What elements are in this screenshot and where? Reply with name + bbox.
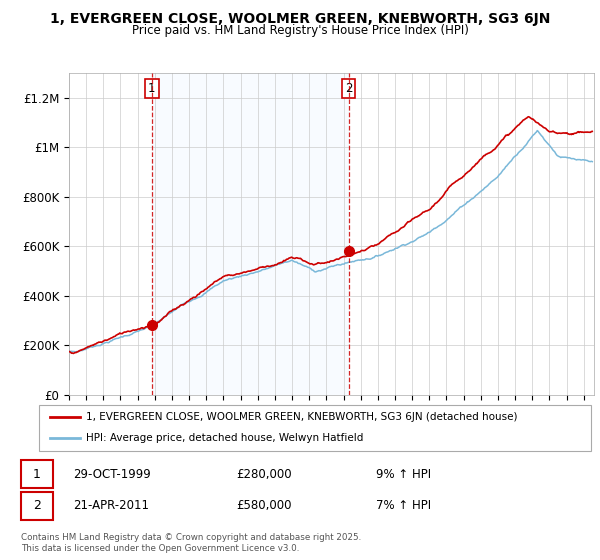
Text: £580,000: £580,000 xyxy=(236,500,292,512)
Text: £280,000: £280,000 xyxy=(236,468,292,480)
Text: 1, EVERGREEN CLOSE, WOOLMER GREEN, KNEBWORTH, SG3 6JN: 1, EVERGREEN CLOSE, WOOLMER GREEN, KNEBW… xyxy=(50,12,550,26)
Text: 2: 2 xyxy=(33,500,41,512)
Text: 1: 1 xyxy=(33,468,41,480)
Text: 9% ↑ HPI: 9% ↑ HPI xyxy=(376,468,431,480)
Text: 29-OCT-1999: 29-OCT-1999 xyxy=(73,468,151,480)
Text: Price paid vs. HM Land Registry's House Price Index (HPI): Price paid vs. HM Land Registry's House … xyxy=(131,24,469,36)
Text: HPI: Average price, detached house, Welwyn Hatfield: HPI: Average price, detached house, Welw… xyxy=(86,433,363,444)
Text: 7% ↑ HPI: 7% ↑ HPI xyxy=(376,500,431,512)
Text: 2: 2 xyxy=(345,82,352,95)
Text: 1: 1 xyxy=(148,82,155,95)
Text: Contains HM Land Registry data © Crown copyright and database right 2025.
This d: Contains HM Land Registry data © Crown c… xyxy=(21,533,361,553)
Bar xyxy=(21,492,53,520)
Text: 1, EVERGREEN CLOSE, WOOLMER GREEN, KNEBWORTH, SG3 6JN (detached house): 1, EVERGREEN CLOSE, WOOLMER GREEN, KNEBW… xyxy=(86,412,517,422)
Text: 21-APR-2011: 21-APR-2011 xyxy=(73,500,149,512)
Bar xyxy=(21,460,53,488)
